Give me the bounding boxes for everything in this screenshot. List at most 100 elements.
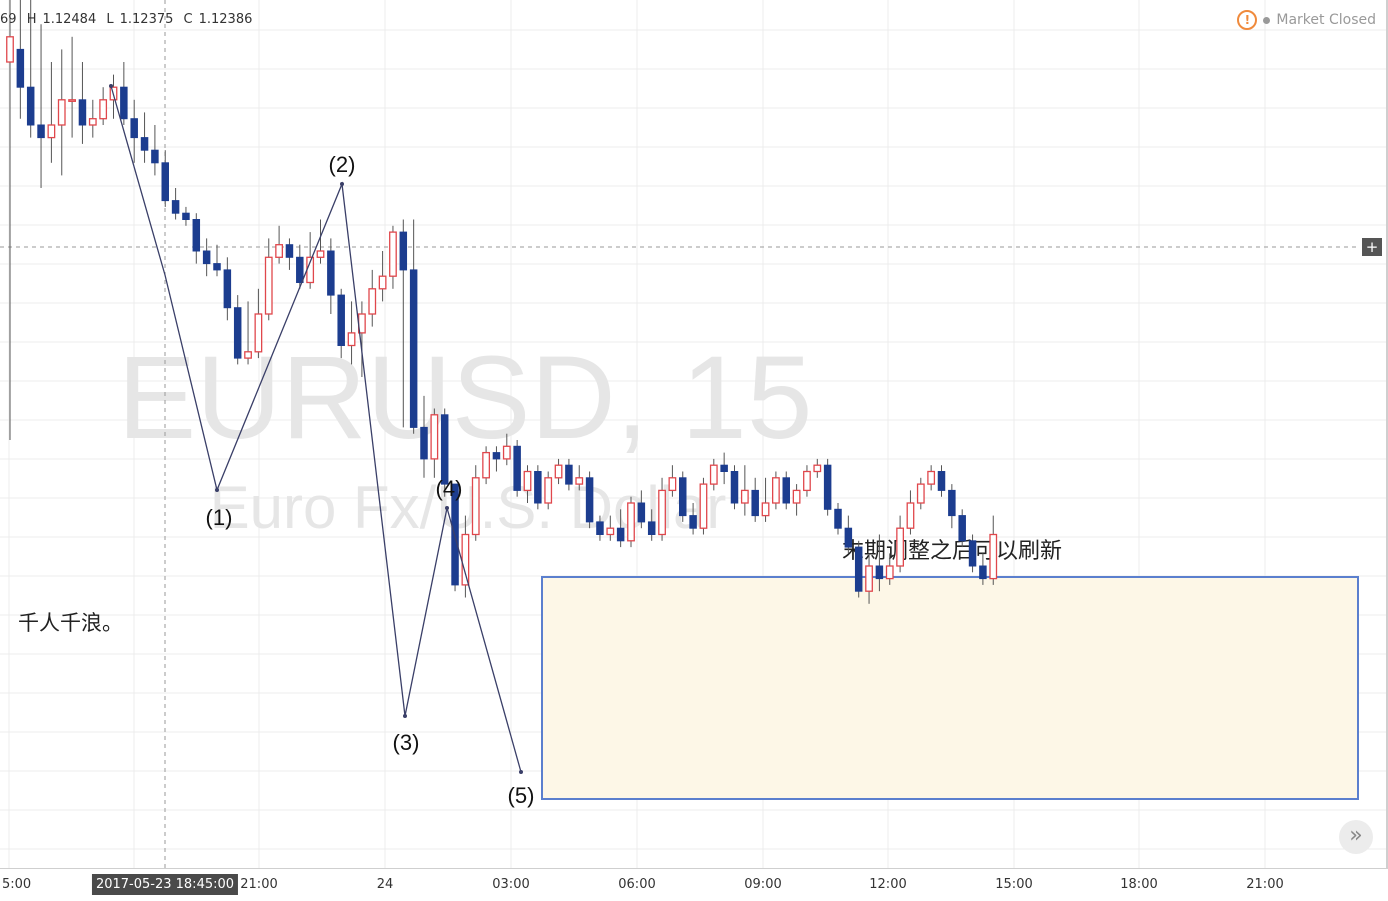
candle-body — [440, 414, 449, 485]
candle-body — [482, 451, 491, 479]
wave-label-4: (4) — [436, 476, 463, 501]
time-tick: 24 — [376, 877, 394, 892]
candle-body — [927, 470, 936, 485]
candle-body — [264, 256, 273, 315]
wave-label-1: (1) — [206, 505, 233, 530]
wave-label-2: (2) — [329, 152, 356, 177]
ohlc-legend: 69 H 1.12484 L 1.12375 C 1.12386 — [0, 12, 258, 27]
exclamation-circle-icon[interactable]: ! — [1237, 10, 1258, 30]
candle-body — [854, 546, 863, 592]
candle-body — [544, 477, 553, 504]
candle-body — [430, 414, 439, 460]
candle-body — [26, 86, 35, 126]
candle-body — [906, 502, 915, 529]
candle-body — [730, 471, 739, 504]
candle-body — [492, 452, 501, 460]
candle-body — [285, 244, 294, 258]
candle-body — [534, 471, 542, 504]
candle-body — [47, 124, 56, 139]
candle-body — [616, 527, 625, 542]
scroll-to-realtime-button[interactable]: » — [1339, 820, 1373, 854]
candle-body — [668, 477, 677, 492]
consolidation-box[interactable] — [541, 576, 1359, 800]
time-tick: 12:00 — [869, 877, 907, 892]
time-axis[interactable]: 5:00 21:00 24 03:00 06:00 09:00 12:00 15… — [0, 868, 1388, 901]
candle-body — [471, 477, 480, 536]
status-dot-icon — [1263, 16, 1271, 24]
candle-body — [782, 477, 790, 504]
candle-body — [78, 99, 87, 126]
candle-body — [68, 99, 76, 102]
wave-label-5: (5) — [508, 783, 535, 808]
time-tick: 21:00 — [240, 877, 278, 892]
candle-body — [679, 477, 687, 517]
candle-body — [223, 269, 232, 309]
time-tick: 09:00 — [744, 877, 782, 892]
candle-body — [916, 483, 925, 504]
candle-body — [461, 533, 470, 586]
market-status[interactable]: ! Market Closed — [1237, 10, 1376, 30]
candle-body — [130, 118, 138, 139]
candle-body — [233, 307, 242, 359]
candle-body — [823, 464, 832, 510]
candle-body — [937, 471, 946, 491]
candle-body — [803, 470, 811, 492]
candle-body — [647, 521, 656, 536]
candle-body — [627, 502, 635, 542]
candle-body — [182, 212, 190, 220]
candle-body — [6, 36, 14, 63]
candle-body — [968, 540, 977, 567]
candle-body — [347, 332, 356, 347]
candle-body — [378, 275, 387, 290]
candle-body — [709, 464, 718, 485]
add-price-line-button[interactable]: + — [1362, 238, 1382, 256]
candle-body — [885, 565, 894, 580]
candle-body — [37, 124, 45, 139]
candle-body — [751, 489, 759, 517]
candle-body — [699, 483, 708, 529]
legend-close-label: C — [183, 12, 193, 27]
candle-body — [834, 508, 842, 529]
candle-body — [213, 263, 221, 271]
candle-body — [896, 527, 904, 567]
legend-high-label: H — [26, 12, 37, 27]
candle-body — [875, 565, 884, 580]
watermark-symbol: EURUSD, 15 — [117, 332, 812, 464]
candle-body — [513, 445, 521, 491]
candle-body — [554, 464, 563, 479]
wave-points — [109, 84, 523, 774]
candle-body — [761, 502, 770, 517]
candle-body — [327, 250, 335, 296]
candle-body — [989, 533, 998, 580]
market-status-text: Market Closed — [1276, 12, 1376, 28]
candle-body — [171, 200, 180, 214]
candle-body — [409, 269, 418, 428]
candle-body — [99, 99, 108, 120]
time-tick: 15:00 — [995, 877, 1033, 892]
candle-body — [296, 256, 304, 283]
wave-label-3: (3) — [393, 730, 420, 755]
candle-body — [420, 426, 428, 460]
candle-body — [202, 250, 211, 265]
candle-body — [244, 351, 252, 359]
candle-body — [57, 99, 66, 126]
candle-body — [161, 162, 169, 202]
price-chart[interactable]: EURUSD, 15 Euro Fx/U.S. Dollar 末期调整之后可以刷… — [0, 0, 1388, 868]
candle-body — [637, 502, 646, 523]
candle-body — [389, 231, 397, 277]
candle-body — [192, 219, 201, 252]
price-axis-edge[interactable] — [1386, 0, 1388, 868]
candle-body — [720, 464, 728, 473]
candle-body — [565, 464, 573, 485]
candle-body — [772, 477, 780, 504]
time-tick: 18:00 — [1120, 877, 1158, 892]
candle-body — [813, 464, 822, 473]
candle-body — [16, 48, 25, 88]
candle-body — [575, 477, 584, 485]
candle-body — [958, 515, 966, 542]
time-tick: 06:00 — [618, 877, 656, 892]
legend-low-label: L — [106, 12, 114, 27]
side-note: 千人千浪。 — [18, 611, 123, 635]
candle-body — [865, 565, 873, 592]
candles-layer — [6, 0, 998, 604]
